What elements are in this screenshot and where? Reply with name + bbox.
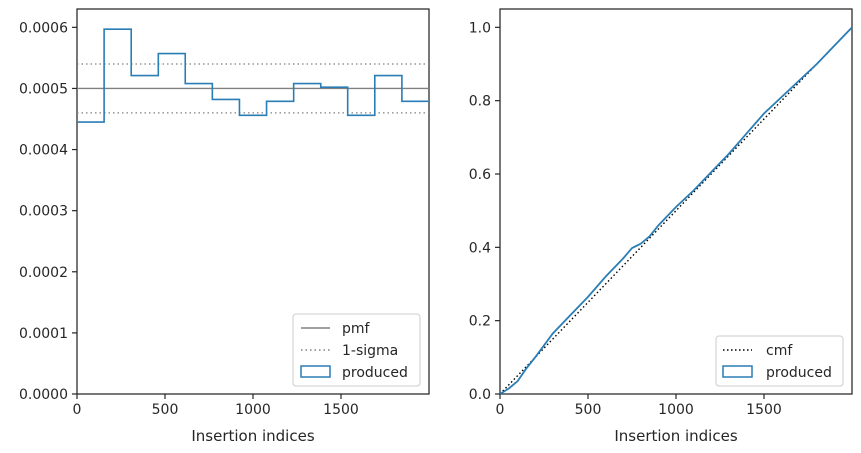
cumulative-y-tick-label: 0.6	[469, 167, 491, 183]
cumulative-plot-area	[499, 8, 853, 395]
produced-histogram-step	[77, 28, 429, 123]
histogram-y-tick-label: 0.0004	[19, 143, 68, 159]
histogram-x-tick-label: 0	[73, 402, 82, 418]
cumulative-x-axis-label: Insertion indices	[614, 427, 737, 445]
histogram-panel: 0 500 1000 1500 0.00000.00010.00020.00030.0…	[19, 8, 430, 445]
cumulative-legend: cmf produced	[715, 335, 844, 387]
legend-produced-label: produced	[766, 365, 832, 381]
legend-cmf-label: cmf	[766, 343, 793, 359]
cmf-line	[499, 26, 853, 395]
histogram-y-tick-label: 0.0001	[19, 326, 68, 342]
histogram-x-tick-label: 1000	[235, 402, 271, 418]
histogram-x-ticks: 0 500 1000 1500	[73, 394, 359, 418]
legend-produced-patch-icon	[722, 365, 753, 378]
cumulative-legend-box	[715, 335, 844, 387]
cumulative-x-tick-label: 0	[496, 402, 505, 418]
cumulative-y-tick-label: 0.2	[469, 314, 491, 330]
histogram-y-tick-label: 0.0005	[19, 81, 68, 97]
histogram-y-tick-label: 0.0002	[19, 265, 68, 281]
cumulative-y-ticks: 0.0 0.2 0.4 0.6 0.8 1.0	[469, 20, 500, 403]
histogram-y-ticks: 0.0000 0.0001 0.0002 0.0003 0.0004 0.0005 0.00…	[19, 20, 77, 403]
histogram-x-tick-label: 500	[152, 402, 179, 418]
histogram-reference-lines	[77, 63, 429, 114]
cumulative-panel: 0 500 1000 1500 0.0 0.2 0.4 0.6 0.8 1.0 Insertio…	[469, 8, 853, 445]
histogram-y-tick-label: 0.0000	[19, 387, 68, 403]
cumulative-x-tick-label: 1000	[658, 402, 694, 418]
cumulative-y-tick-label: 0.8	[469, 94, 491, 110]
histogram-y-tick-label: 0.0003	[19, 204, 68, 220]
cumulative-x-ticks: 0 500 1000 1500	[496, 394, 782, 418]
histogram-x-axis-label: Insertion indices	[191, 427, 314, 445]
histogram-x-tick-label: 1500	[323, 402, 359, 418]
cumulative-y-tick-label: 0.4	[469, 240, 491, 256]
legend-produced-patch-icon	[300, 365, 331, 378]
cumulative-y-tick-label: 0.0	[469, 387, 491, 403]
legend-pmf-label: pmf	[342, 321, 371, 337]
histogram-legend: pmf 1-sigma produced	[292, 313, 421, 387]
cumulative-y-tick-label: 1.0	[469, 20, 491, 36]
cumulative-x-tick-label: 500	[575, 402, 602, 418]
histogram-legend-box	[292, 313, 421, 387]
histogram-y-tick-label: 0.0006	[19, 20, 68, 36]
cumulative-x-tick-label: 1500	[746, 402, 782, 418]
legend-produced-label: produced	[342, 365, 408, 381]
legend-sigma-label: 1-sigma	[342, 343, 398, 359]
produced-cumulative-line	[499, 26, 853, 395]
